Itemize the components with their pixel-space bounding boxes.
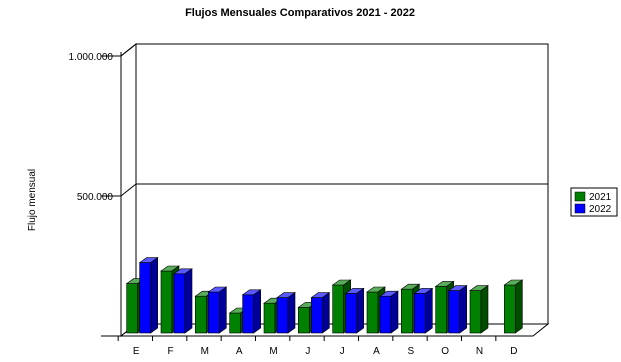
bar-2022-9 [447,285,468,334]
bar-2022-3 [241,289,262,334]
x-tick-label: D [510,346,517,357]
grid-line-side [120,43,137,57]
bars [125,257,524,334]
legend-label-2022: 2022 [589,204,612,215]
y-axis-label: Flujo mensual [27,169,38,231]
bar-2022-4 [276,292,296,334]
bar-2022-7 [379,290,399,334]
x-tick-label: J [340,346,345,357]
legend-label-2021: 2021 [589,192,612,203]
bar-2021-11 [503,279,524,334]
legend-swatch-2022 [574,203,586,214]
bar-2022-0 [138,257,159,334]
bar-2022-8 [413,287,434,334]
x-tick-label: A [373,346,380,357]
y-tick-label: 1.000.000 [69,52,114,63]
y-tick-label: 500.000 [77,192,114,203]
bar-2021-10 [469,285,489,334]
bar-2022-6 [344,287,365,334]
legend-swatch-2021 [574,191,586,202]
x-tick-label: E [133,346,140,357]
x-tick-label: O [441,346,449,357]
y-axis-ticks: 500.000 1.000.000 [69,52,121,337]
grid-lines [120,43,548,197]
x-tick-label: M [201,346,209,357]
x-tick-label: S [407,346,414,357]
bar-2022-1 [173,268,193,334]
x-tick-label: A [236,346,243,357]
bar-2022-2 [207,286,228,334]
chart-title: Flujos Mensuales Comparativos 2021 - 202… [185,7,415,19]
x-tick-label: J [305,346,310,357]
x-tick-label: M [269,346,277,357]
grid-line-side [120,183,137,197]
x-tick-label: N [476,346,483,357]
bar-2022-5 [310,292,331,334]
x-tick-label: F [167,346,173,357]
